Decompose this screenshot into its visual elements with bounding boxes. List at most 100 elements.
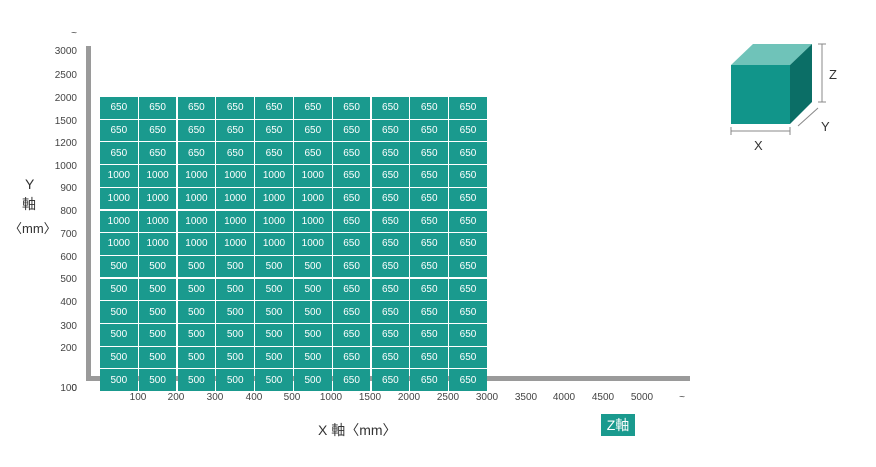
grid-cell: 650 xyxy=(332,210,371,232)
grid-cell: 650 xyxy=(449,324,487,346)
grid-cell: 1000 xyxy=(216,165,254,187)
grid-cell: 500 xyxy=(255,324,293,346)
x-tick-label: 2500 xyxy=(436,392,460,403)
cube-z-label: Z xyxy=(829,67,837,82)
grid-cell: 500 xyxy=(255,346,293,369)
grid-cell: 650 xyxy=(449,119,487,142)
grid-cell: 650 xyxy=(332,233,371,255)
grid-cell: 1000 xyxy=(100,187,138,210)
grid-cell: 650 xyxy=(177,142,216,164)
grid-cell: 500 xyxy=(294,278,332,301)
y-axis-label-line-1: Y xyxy=(25,176,35,192)
grid-cell: 500 xyxy=(177,346,216,369)
grid-cell: 1000 xyxy=(294,187,332,210)
grid-cell: 650 xyxy=(371,165,410,187)
y-tick-label: 0 xyxy=(71,383,77,394)
grid-cell: 650 xyxy=(449,210,487,232)
grid-cell: 500 xyxy=(100,255,138,278)
grid-cell: 650 xyxy=(371,119,410,142)
grid-cell: 650 xyxy=(449,97,487,119)
grid-cell: 650 xyxy=(410,301,448,323)
x-tick-label: 500 xyxy=(283,392,301,403)
grid-cell: 1000 xyxy=(216,233,254,255)
grid-cell: 1000 xyxy=(100,210,138,232)
grid-cell: 500 xyxy=(255,369,293,391)
x-tick-label: 1000 xyxy=(319,392,343,403)
y-tick-label: 700 xyxy=(60,229,77,240)
grid-cell: 650 xyxy=(332,119,371,142)
grid-cell: 650 xyxy=(410,165,448,187)
grid-cell: 650 xyxy=(371,369,410,391)
grid-cell: 500 xyxy=(216,278,254,301)
grid-cell: 650 xyxy=(255,119,293,142)
x-tick-label: ~ xyxy=(679,392,685,403)
y-tick-label: 3000 xyxy=(54,46,77,57)
grid-cell: 500 xyxy=(294,346,332,369)
grid-cell: 650 xyxy=(410,346,448,369)
grid-cell: 650 xyxy=(332,324,371,346)
grid-cell: 650 xyxy=(332,301,371,323)
z-axis-badge: Z軸 xyxy=(601,414,635,436)
grid-cell: 500 xyxy=(100,301,138,323)
x-tick-label: 4500 xyxy=(591,392,615,403)
grid-cell: 1000 xyxy=(100,165,138,187)
grid-cell: 650 xyxy=(332,346,371,369)
grid-cell: 650 xyxy=(138,142,177,164)
grid-cell: 650 xyxy=(294,142,332,164)
x-axis-label: X 軸〈mm〉 xyxy=(318,422,397,438)
grid-cell: 500 xyxy=(138,255,177,278)
grid-cell: 1000 xyxy=(177,187,216,210)
grid-cell: 500 xyxy=(138,346,177,369)
cube-top-face xyxy=(731,44,812,65)
grid-cell: 500 xyxy=(100,324,138,346)
grid-cell: 650 xyxy=(332,165,371,187)
x-tick-label: 2000 xyxy=(397,392,421,403)
grid-cell: 1000 xyxy=(138,187,177,210)
x-tick-label: 400 xyxy=(245,392,263,403)
grid-cell: 1000 xyxy=(177,233,216,255)
grid-cell: 500 xyxy=(177,255,216,278)
grid-cell: 500 xyxy=(177,369,216,391)
grid-cell: 650 xyxy=(332,187,371,210)
grid-cell: 650 xyxy=(449,142,487,164)
grid-cell: 650 xyxy=(371,278,410,301)
cube-side-face xyxy=(790,44,812,124)
grid-cell: 650 xyxy=(410,142,448,164)
grid-cell: 1000 xyxy=(294,210,332,232)
grid-cell: 650 xyxy=(371,255,410,278)
grid-cell: 650 xyxy=(410,278,448,301)
grid-cell: 650 xyxy=(449,346,487,369)
grid-cell: 650 xyxy=(255,142,293,164)
grid-cell: 650 xyxy=(216,97,254,119)
x-tick-label: 3000 xyxy=(475,392,499,403)
grid-cell: 1000 xyxy=(255,233,293,255)
grid-cell: 650 xyxy=(371,187,410,210)
y-axis-line xyxy=(86,46,91,380)
grid-cell: 650 xyxy=(100,142,138,164)
grid-cell: 650 xyxy=(371,324,410,346)
grid-cell: 650 xyxy=(371,301,410,323)
grid-cell: 650 xyxy=(410,369,448,391)
grid-cell: 650 xyxy=(410,324,448,346)
grid-cell: 650 xyxy=(100,119,138,142)
grid-cell: 650 xyxy=(410,210,448,232)
y-tick-label: ~ xyxy=(71,28,77,39)
y-tick-label: 100 xyxy=(60,383,77,394)
grid-cell: 1000 xyxy=(294,233,332,255)
grid-cell: 500 xyxy=(138,369,177,391)
grid-cell: 650 xyxy=(410,119,448,142)
grid-cell: 500 xyxy=(100,346,138,369)
grid-cell: 500 xyxy=(177,301,216,323)
grid-cell: 1000 xyxy=(177,165,216,187)
grid-cell: 650 xyxy=(177,119,216,142)
y-tick-label: 1200 xyxy=(54,138,77,149)
grid-cell: 650 xyxy=(255,97,293,119)
grid-cell: 1000 xyxy=(138,233,177,255)
grid-cell: 500 xyxy=(138,301,177,323)
grid-cell: 500 xyxy=(255,255,293,278)
grid-cell: 650 xyxy=(449,255,487,278)
y-tick-label: 900 xyxy=(60,183,77,194)
grid-cell: 500 xyxy=(216,324,254,346)
grid-cell: 650 xyxy=(332,255,371,278)
